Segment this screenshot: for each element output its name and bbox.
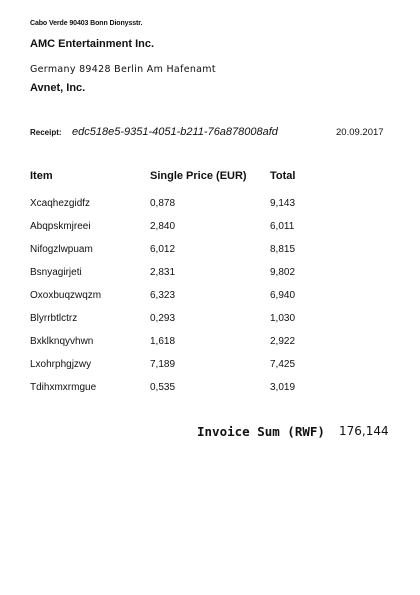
item-total: 6,940 [270,290,296,301]
item-name: Bsnyagirjeti [30,267,82,278]
line-items: Xcaqhezgidfz 0,878 9,143 Abqpskmjreei 2,… [0,198,420,405]
item-total: 6,011 [270,221,295,232]
invoice-sum-value: 176,144 [339,424,389,438]
item-price: 0,878 [150,198,176,209]
recipient-name: Avnet, Inc. [30,82,86,94]
header-total: Total [270,170,296,182]
table-row: Bxklknqyvhwn 1,618 2,922 [0,336,420,359]
item-price: 2,840 [150,221,176,232]
item-name: Blyrrbtlctrz [30,313,78,324]
item-name: Nifogzlwpuam [30,244,93,255]
item-price: 7,189 [150,359,176,370]
table-row: Tdihxmxrmgue 0,535 3,019 [0,382,420,405]
table-row: Abqpskmjreei 2,840 6,011 [0,221,420,244]
item-name: Abqpskmjreei [30,221,91,232]
item-total: 3,019 [270,382,296,393]
item-price: 6,323 [150,290,176,301]
item-name: Xcaqhezgidfz [30,198,91,209]
item-price: 0,293 [150,313,176,324]
recipient-address: Germany 89428 Berlin Am Hafenamt [30,64,216,75]
item-price: 1,618 [150,336,176,347]
table-row: Xcaqhezgidfz 0,878 9,143 [0,198,420,221]
sender-name: AMC Entertainment Inc. [30,38,155,50]
item-price: 0,535 [150,382,176,393]
table-row: Oxoxbuqzwqzm 6,323 6,940 [0,290,420,313]
item-total: 1,030 [270,313,296,324]
header-item: Item [30,170,53,182]
receipt-label: Receipt: [30,128,62,137]
item-total: 7,425 [270,359,296,370]
invoice-sum-label: Invoice Sum (RWF) [197,424,325,439]
item-total: 9,143 [270,198,296,209]
item-total: 8,815 [270,244,296,255]
header-single-price: Single Price (EUR) [150,170,247,182]
table-row: Bsnyagirjeti 2,831 9,802 [0,267,420,290]
item-name: Lxohrphgjzwy [30,359,92,370]
receipt-id: edc518e5-9351-4051-b211-76a878008afd [72,126,278,138]
table-row: Lxohrphgjzwy 7,189 7,425 [0,359,420,382]
item-name: Bxklknqyvhwn [30,336,94,347]
table-row: Nifogzlwpuam 6,012 8,815 [0,244,420,267]
item-price: 2,831 [150,267,176,278]
item-total: 9,802 [270,267,296,278]
table-row: Blyrrbtlctrz 0,293 1,030 [0,313,420,336]
sender-address: Cabo Verde 90403 Bonn Dionysstr. [30,20,143,27]
item-name: Oxoxbuqzwqzm [30,290,102,301]
receipt-date: 20.09.2017 [336,127,384,138]
item-total: 2,922 [270,336,296,347]
item-price: 6,012 [150,244,176,255]
item-name: Tdihxmxrmgue [30,382,97,393]
